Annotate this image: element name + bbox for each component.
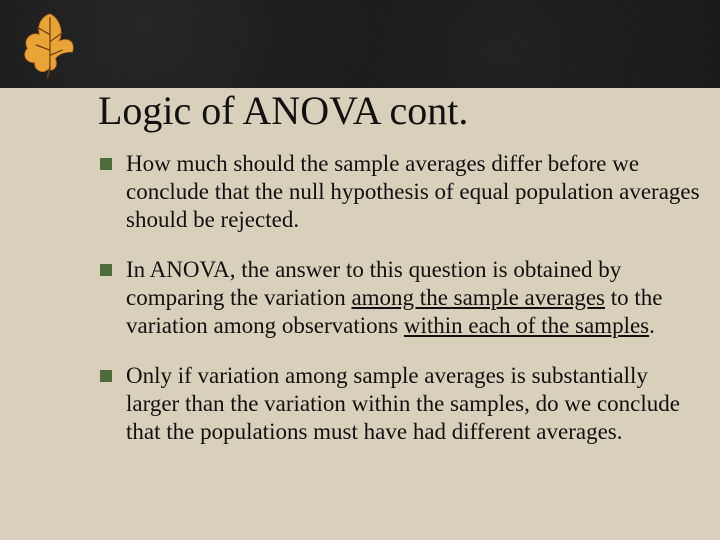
list-item: How much should the sample averages diff… <box>98 150 700 234</box>
header-texture-band <box>0 0 720 88</box>
list-item: Only if variation among sample averages … <box>98 362 700 446</box>
bullet-list: How much should the sample averages diff… <box>98 150 700 446</box>
bullet2-among-underlined: among the sample averages <box>351 285 605 310</box>
slide-title: Logic of ANOVA cont. <box>98 90 700 132</box>
bullet2-within-underlined: within each of the samples <box>404 313 649 338</box>
bullet2-post: . <box>649 313 655 338</box>
slide-content: Logic of ANOVA cont. How much should the… <box>98 90 700 468</box>
list-item: In ANOVA, the answer to this question is… <box>98 256 700 340</box>
